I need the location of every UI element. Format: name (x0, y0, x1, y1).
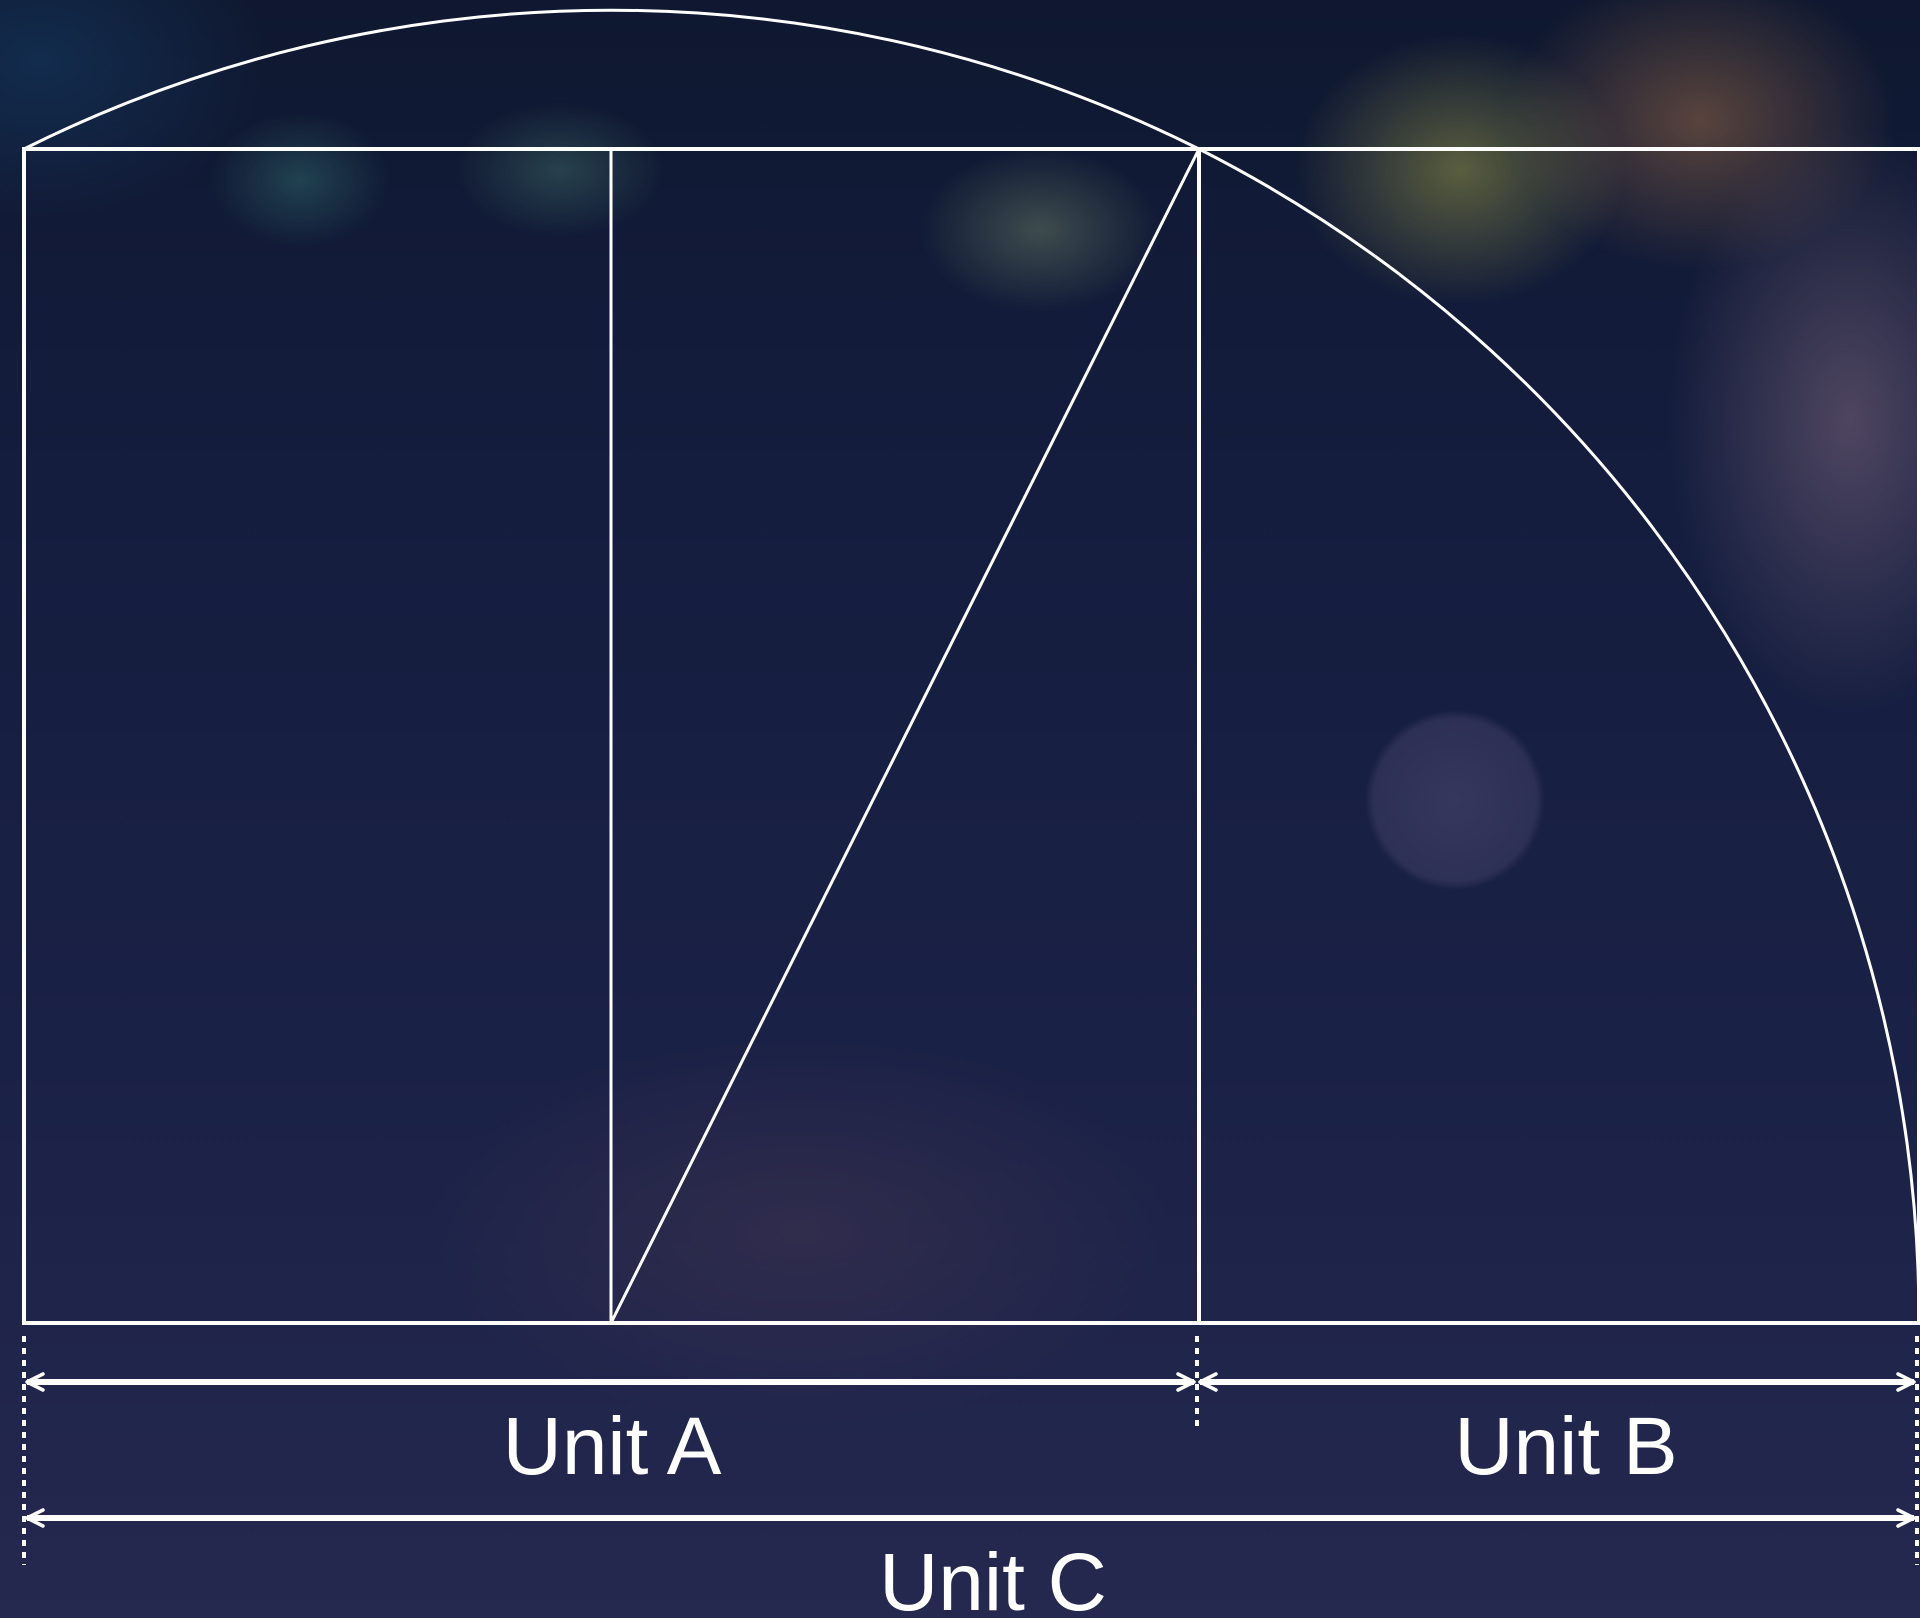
unit-b-label: Unit B (1454, 1401, 1677, 1492)
golden-arc (23, 8, 1920, 1324)
golden-rectangle (22, 147, 1920, 1325)
unit-c-label: Unit C (879, 1537, 1107, 1618)
unit-a-label: Unit A (503, 1401, 722, 1492)
half-square-diagonal (609, 148, 1201, 1324)
